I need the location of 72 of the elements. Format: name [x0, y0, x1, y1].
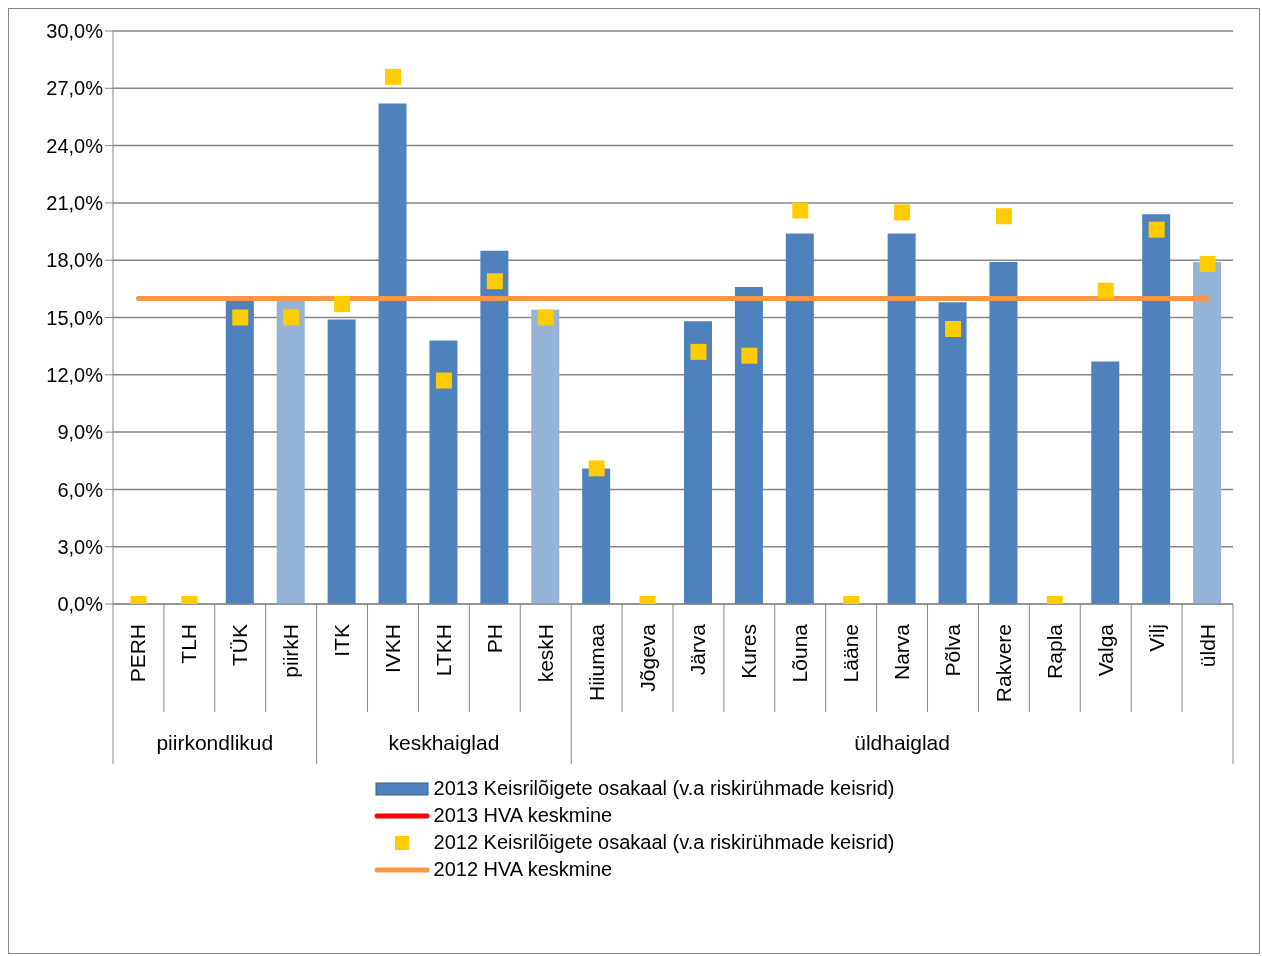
y-tick-label: 0,0%: [57, 593, 104, 616]
point: [232, 309, 249, 326]
x-tick-label: Rapla: [1042, 623, 1066, 679]
x-tick-label: Rakvere: [991, 624, 1015, 703]
x-tick-label: Järva: [686, 623, 710, 676]
x-tick-label: Kures: [737, 624, 761, 679]
x-tick-label: TLH: [177, 624, 201, 664]
x-tick-label: piirkH: [279, 624, 303, 678]
text: üldhaiglad: [854, 731, 950, 754]
y-tick-label: 30,0%: [46, 20, 104, 43]
bar: [276, 300, 305, 604]
text: piirkondlikud: [156, 731, 274, 754]
bar: [378, 103, 407, 604]
point: [435, 372, 452, 389]
y-tick-label: 15,0%: [46, 306, 104, 329]
bar: [989, 262, 1018, 604]
x-tick-label: PERH: [126, 624, 150, 683]
point: [334, 296, 351, 313]
bar: [785, 233, 814, 604]
legend-label: 2012 Keisrilõigete osakaal (v.a riskirühmade keisrid): [433, 831, 895, 854]
point: [1097, 282, 1114, 299]
bar: [582, 468, 611, 604]
x-tick-label: Põlva: [941, 623, 964, 677]
bar: [531, 309, 560, 604]
bar: [327, 319, 356, 604]
y-tick-label: 24,0%: [46, 134, 104, 157]
x-tick-label: Hiiumaa: [584, 623, 608, 702]
y-tick-label: 12,0%: [46, 363, 104, 386]
legend-label: 2012 HVA keskmine: [433, 858, 613, 881]
bar: [887, 233, 916, 604]
x-tick-label: Vilj: [1144, 624, 1168, 652]
x-tick-label: ITK: [330, 624, 354, 657]
x-tick-label: Valga: [1093, 623, 1117, 677]
point: [741, 347, 758, 364]
point: [894, 204, 911, 221]
point: [1199, 256, 1216, 273]
bar: [938, 302, 967, 604]
x-tick-label: keskH: [533, 624, 557, 683]
bar: [429, 340, 458, 604]
y-tick-label: 18,0%: [46, 249, 104, 272]
x-tick-label: TÜK: [228, 624, 252, 666]
y-tick-label: 9,0%: [57, 421, 104, 444]
point: [792, 202, 809, 219]
x-tick-label: Jõgeva: [635, 623, 659, 692]
y-tick-label: 27,0%: [46, 77, 104, 100]
y-tick-label: 21,0%: [46, 192, 104, 214]
bar: [225, 300, 254, 604]
x-tick-label: Narva: [890, 623, 914, 681]
point: [945, 320, 961, 337]
x-tick-label: IVKH: [381, 624, 404, 674]
x-tick-label: üldH: [1195, 624, 1219, 668]
bar: [1142, 214, 1171, 604]
x-tick-label: PH: [482, 624, 506, 654]
bar: [1091, 361, 1120, 604]
point: [486, 273, 503, 290]
legend-label: 2013 Keisrilõigete osakaal (v.a riskirühmade keisrid): [433, 777, 895, 800]
bar: [480, 250, 509, 604]
x-tick-label: LTKH: [431, 624, 455, 677]
point: [690, 343, 707, 360]
point: [1148, 221, 1165, 238]
bar: [734, 286, 763, 604]
point: [537, 309, 554, 326]
bar: [684, 321, 712, 604]
point: [283, 309, 300, 326]
x-tick-label: Lääne: [839, 624, 863, 683]
y-tick-label: 3,0%: [57, 535, 104, 558]
x-tick-label: Lõuna: [788, 623, 812, 683]
y-tick-label: 6,0%: [57, 478, 104, 501]
text: keskhaiglad: [388, 731, 500, 754]
legend-label: 2013 HVA keskmine: [433, 804, 613, 827]
point: [995, 208, 1012, 225]
bar: [1193, 262, 1222, 604]
